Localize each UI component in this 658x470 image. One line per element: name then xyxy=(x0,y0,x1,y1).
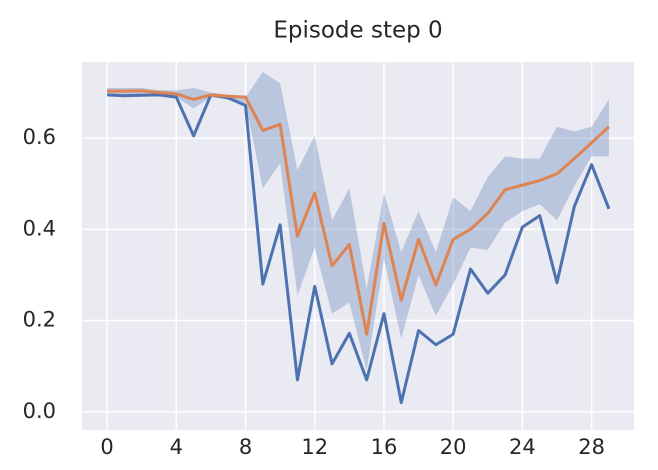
series-line xyxy=(107,89,610,336)
x-tick-label: 8 xyxy=(239,435,252,459)
series-line xyxy=(107,93,611,405)
confidence-band xyxy=(107,72,609,371)
x-tick-label: 4 xyxy=(170,435,183,459)
y-tick-label: 0.0 xyxy=(23,399,56,423)
y-tick-label: 0.6 xyxy=(23,125,56,149)
x-tick-label: 16 xyxy=(371,435,398,459)
x-tick-label: 0 xyxy=(100,435,113,459)
chart-title: Episode step 0 xyxy=(273,18,442,44)
x-tick-label: 20 xyxy=(440,435,467,459)
y-tick-label: 0.2 xyxy=(23,308,56,332)
plot-area xyxy=(82,62,634,430)
x-tick-label: 28 xyxy=(578,435,605,459)
x-tick-label: 24 xyxy=(509,435,536,459)
x-tick-label: 12 xyxy=(301,435,328,459)
y-tick-label: 0.4 xyxy=(23,216,56,240)
